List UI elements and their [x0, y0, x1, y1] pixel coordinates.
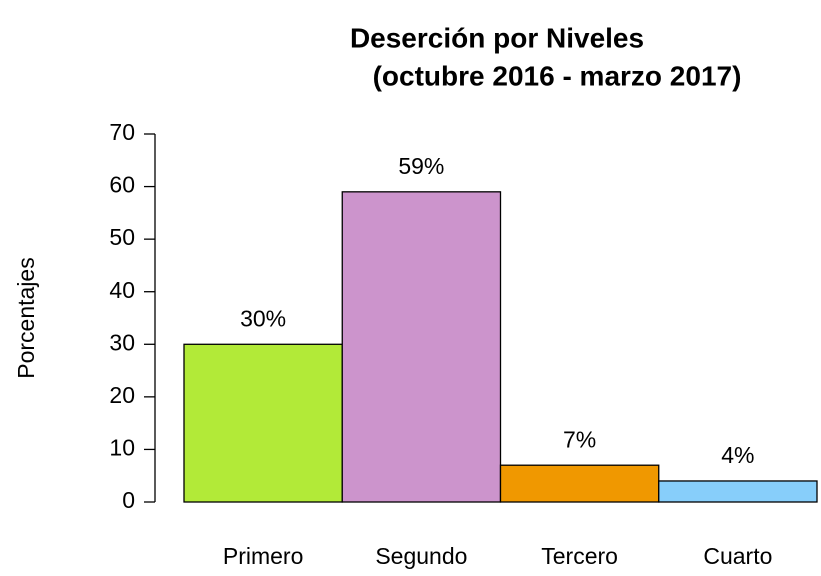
x-tick-label: Segundo [375, 543, 467, 569]
value-label: 30% [240, 305, 286, 331]
y-tick-label: 10 [109, 435, 135, 461]
chart-title: Deserción por Niveles [350, 22, 644, 53]
bar [341, 191, 502, 503]
y-axis-label: Porcentajes [13, 257, 39, 378]
value-label: 7% [563, 426, 596, 452]
y-tick-label: 30 [109, 329, 135, 355]
chart-subtitle: (octubre 2016 - marzo 2017) [373, 60, 742, 91]
x-tick-label: Primero [223, 543, 304, 569]
bar [499, 464, 660, 503]
bar [183, 343, 343, 503]
value-label: 4% [721, 442, 754, 468]
y-tick-label: 20 [109, 382, 135, 408]
y-tick-label: 0 [122, 487, 135, 513]
x-tick-label: Tercero [541, 543, 618, 569]
x-tick-label: Cuarto [703, 543, 772, 569]
bar [658, 480, 818, 503]
y-tick-label: 40 [109, 277, 135, 303]
value-label: 59% [398, 153, 444, 179]
y-tick-label: 70 [109, 119, 135, 145]
y-tick-label: 50 [109, 224, 135, 250]
y-tick-label: 60 [109, 172, 135, 198]
